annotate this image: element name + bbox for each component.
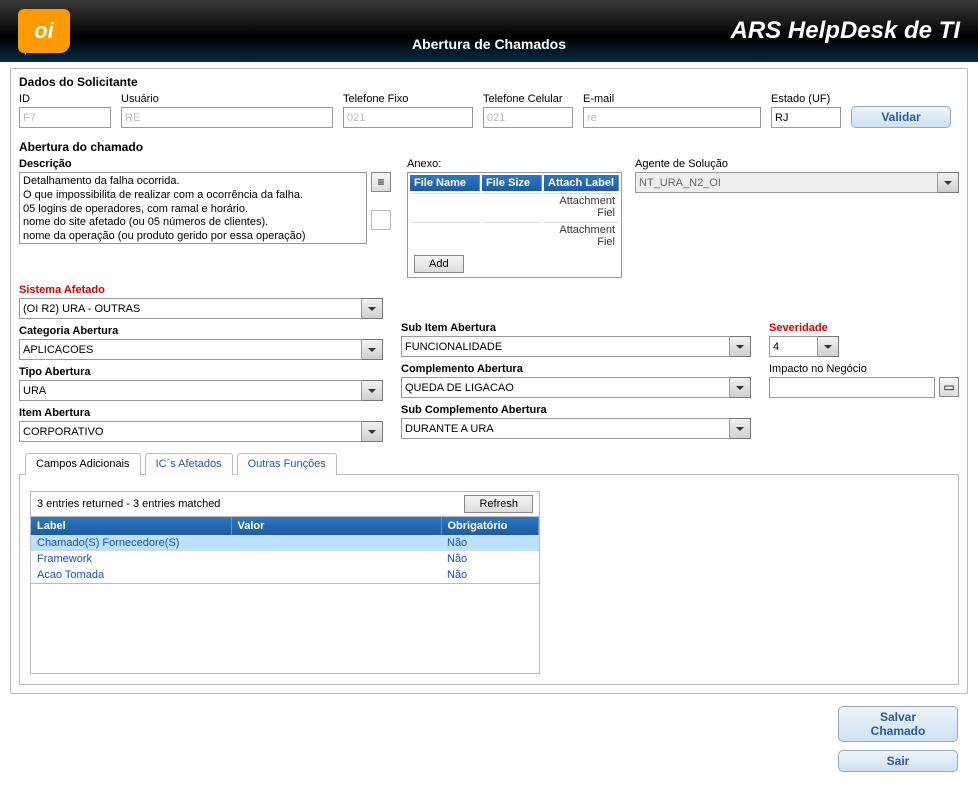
sair-button[interactable]: Sair	[838, 750, 958, 772]
app-header: oi Abertura de Chamados ARS HelpDesk de …	[0, 0, 978, 62]
estado-input[interactable]	[771, 107, 841, 128]
tabs: Campos Adicionais IC´s Afetados Outras F…	[19, 452, 959, 475]
sistema-label: Sistema Afetado	[19, 284, 383, 296]
descricao-expand-icon[interactable]: ≡	[371, 172, 391, 192]
complemento-input[interactable]	[401, 377, 730, 398]
grid-status-text: 3 entries returned - 3 entries matched	[37, 498, 220, 510]
severidade-input[interactable]	[769, 336, 818, 357]
anexo-box: File Name File Size Attach Label Attachm…	[407, 172, 622, 278]
subitem-label: Sub Item Abertura	[401, 322, 751, 334]
id-input[interactable]	[19, 107, 111, 128]
anexo-cell: Attachment Fiel	[544, 193, 619, 220]
app-title: ARS HelpDesk de TI	[731, 17, 960, 45]
salvar-button[interactable]: Salvar Chamado	[838, 706, 958, 742]
anexo-cell: Attachment Fiel	[544, 222, 619, 249]
tab-ics-afetados[interactable]: IC´s Afetados	[145, 453, 233, 475]
email-label: E-mail	[583, 93, 761, 105]
subitem-dropdown-icon[interactable]	[730, 336, 751, 357]
categoria-label: Categoria Abertura	[19, 325, 383, 337]
grid-cell-label: Chamado(S) Fornecedore(S)	[31, 535, 231, 551]
impacto-input[interactable]	[769, 377, 935, 398]
anexo-row[interactable]: Attachment Fiel	[410, 193, 619, 220]
anexo-add-button[interactable]: Add	[414, 255, 464, 273]
grid-row[interactable]: Acao Tomada Não	[31, 567, 539, 583]
anexo-label: Anexo:	[407, 158, 625, 170]
descricao-label: Descrição	[19, 158, 397, 170]
id-label: ID	[19, 93, 111, 105]
anexo-row[interactable]: Attachment Fiel	[410, 222, 619, 249]
validar-button[interactable]: Validar	[851, 106, 951, 128]
item-label: Item Abertura	[19, 407, 383, 419]
grid-cell-valor	[231, 551, 441, 567]
brand-logo-text: oi	[34, 18, 54, 44]
telcel-label: Telefone Celular	[483, 93, 573, 105]
usuario-input[interactable]	[121, 107, 333, 128]
grid-col-obrigatorio: Obrigatório	[441, 517, 539, 535]
tab-campos-adicionais[interactable]: Campos Adicionais	[25, 453, 141, 475]
agente-dropdown-icon[interactable]	[938, 172, 959, 193]
impacto-label: Impacto no Negócio	[769, 363, 959, 375]
impacto-lookup-icon[interactable]: ▭	[939, 377, 959, 397]
grid-cell-obr: Não	[441, 551, 539, 567]
telcel-input[interactable]	[483, 107, 573, 128]
complemento-dropdown-icon[interactable]	[730, 377, 751, 398]
telfixo-input[interactable]	[343, 107, 473, 128]
usuario-label: Usuário	[121, 93, 333, 105]
grid-cell-label: Framework	[31, 551, 231, 567]
anexo-col-attach: Attach Label	[544, 175, 619, 191]
solicitante-row: ID Usuário Telefone Fixo Telefone Celula…	[19, 93, 959, 128]
severidade-label: Severidade	[769, 322, 839, 334]
grid-cell-label: Acao Tomada	[31, 567, 231, 583]
subcomplemento-label: Sub Complemento Abertura	[401, 404, 751, 416]
estado-label: Estado (UF)	[771, 93, 841, 105]
sistema-dropdown-icon[interactable]	[362, 298, 383, 319]
grid-col-label: Label	[31, 517, 231, 535]
tipo-label: Tipo Abertura	[19, 366, 383, 378]
agente-input[interactable]	[635, 172, 938, 193]
subitem-input[interactable]	[401, 336, 730, 357]
anexo-col-filename: File Name	[410, 175, 480, 191]
grid: 3 entries returned - 3 entries matched R…	[30, 491, 540, 674]
tipo-input[interactable]	[19, 380, 362, 401]
item-dropdown-icon[interactable]	[362, 421, 383, 442]
page-subtitle: Abertura de Chamados	[412, 36, 566, 52]
section-solicitante-title: Dados do Solicitante	[19, 75, 158, 89]
refresh-button[interactable]: Refresh	[464, 495, 533, 513]
tipo-dropdown-icon[interactable]	[362, 380, 383, 401]
anexo-col-filesize: File Size	[482, 175, 542, 191]
grid-col-valor: Valor	[231, 517, 441, 535]
descricao-aux-icon[interactable]	[371, 210, 391, 230]
grid-cell-valor	[231, 535, 441, 551]
grid-row[interactable]: Framework Não	[31, 551, 539, 567]
grid-row[interactable]: Chamado(S) Fornecedore(S) Não	[31, 535, 539, 551]
descricao-textarea[interactable]: Detalhamento da falha ocorrida. O que im…	[19, 172, 367, 244]
agente-label: Agente de Solução	[635, 158, 959, 170]
subcomplemento-dropdown-icon[interactable]	[730, 418, 751, 439]
grid-cell-obr: Não	[441, 535, 539, 551]
item-input[interactable]	[19, 421, 362, 442]
categoria-input[interactable]	[19, 339, 362, 360]
grid-cell-obr: Não	[441, 567, 539, 583]
sistema-input[interactable]	[19, 298, 362, 319]
complemento-label: Complemento Abertura	[401, 363, 751, 375]
email-input[interactable]	[583, 107, 761, 128]
categoria-dropdown-icon[interactable]	[362, 339, 383, 360]
section-abertura-title: Abertura do chamado	[19, 140, 163, 154]
subcomplemento-input[interactable]	[401, 418, 730, 439]
brand-logo: oi	[18, 9, 70, 53]
grid-cell-valor	[231, 567, 441, 583]
tab-panel: 3 entries returned - 3 entries matched R…	[19, 475, 959, 685]
tab-outras-funcoes[interactable]: Outras Funções	[237, 453, 337, 475]
severidade-dropdown-icon[interactable]	[818, 336, 839, 357]
telfixo-label: Telefone Fixo	[343, 93, 473, 105]
